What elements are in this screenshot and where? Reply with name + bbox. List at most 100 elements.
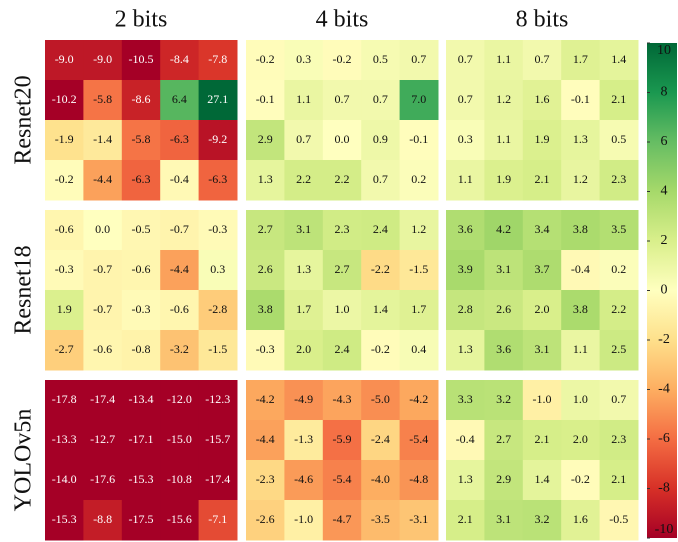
cell-label: 0.2 xyxy=(611,262,626,276)
heatmap-cell xyxy=(561,80,601,121)
cell-label: 1.6 xyxy=(573,512,588,526)
cell-label: -4.8 xyxy=(409,472,428,486)
cell-label: -7.1 xyxy=(208,512,227,526)
cell-label: -8.8 xyxy=(93,512,112,526)
heatmap-cell xyxy=(522,160,562,201)
cell-label: 1.3 xyxy=(296,262,311,276)
heatmap-cell xyxy=(399,210,439,251)
heatmap-cell xyxy=(484,330,524,371)
heatmap-cell xyxy=(599,40,639,81)
cell-label: 2.6 xyxy=(258,262,273,276)
heatmap-cell xyxy=(599,210,639,251)
heatmap-cell xyxy=(45,290,84,331)
heatmap-cell xyxy=(599,380,639,421)
heatmap-cell xyxy=(121,250,161,291)
cell-label: -17.1 xyxy=(129,432,154,446)
cell-label: -2.7 xyxy=(55,342,74,356)
heatmap-cell xyxy=(522,120,562,161)
heatmap-cell xyxy=(561,330,601,371)
cell-label: -1.3 xyxy=(294,432,313,446)
cell-label: 2.7 xyxy=(258,222,273,236)
cell-label: -15.0 xyxy=(167,432,192,446)
heatmap-cell xyxy=(484,460,524,501)
heatmap-cell xyxy=(399,120,439,161)
cell-label: -4.9 xyxy=(294,392,313,406)
heatmap-cell xyxy=(399,160,439,201)
heatmap-cell xyxy=(484,380,524,421)
heatmap-cell xyxy=(83,290,123,331)
cell-label: -6.3 xyxy=(132,172,151,186)
heatmap-cell xyxy=(446,380,485,421)
heatmap-cell xyxy=(522,80,562,121)
heatmap-cell xyxy=(522,290,562,331)
cell-label: -4.0 xyxy=(371,472,390,486)
heatmap-cell xyxy=(599,290,639,331)
heatmap-cell xyxy=(361,380,401,421)
heatmap-cell xyxy=(83,210,123,251)
cell-label: -1.5 xyxy=(409,262,428,276)
cell-label: -12.3 xyxy=(205,392,230,406)
cell-label: 3.1 xyxy=(296,222,311,236)
cell-label: 1.1 xyxy=(496,52,511,66)
cell-label: -17.5 xyxy=(129,512,154,526)
heatmap-cell xyxy=(198,120,238,161)
cell-label: 2.4 xyxy=(335,342,350,356)
cell-label: 2.3 xyxy=(335,222,350,236)
heatmap-cell xyxy=(284,380,324,421)
cell-label: -1.5 xyxy=(208,342,227,356)
cell-label: -0.3 xyxy=(256,342,275,356)
heatmap-cell xyxy=(446,500,485,541)
cell-label: -4.4 xyxy=(170,262,189,276)
cell-label: 0.7 xyxy=(535,52,550,66)
cell-label: -9.2 xyxy=(208,132,227,146)
cell-label: -0.1 xyxy=(571,92,590,106)
heatmap-cell xyxy=(446,120,485,161)
heatmap-cell xyxy=(83,420,123,461)
cell-label: -0.3 xyxy=(55,262,74,276)
cell-label: 2.2 xyxy=(296,172,311,186)
heatmap-cell xyxy=(561,40,601,81)
cell-label: -0.7 xyxy=(93,302,112,316)
cell-label: 3.3 xyxy=(458,392,473,406)
cell-label: 0.3 xyxy=(458,132,473,146)
cell-label: 3.1 xyxy=(496,512,511,526)
cell-label: 27.1 xyxy=(207,92,228,106)
heatmap-cell xyxy=(446,40,485,81)
cell-label: 1.7 xyxy=(411,302,426,316)
cell-label: 0.0 xyxy=(95,222,110,236)
cell-label: 2.0 xyxy=(296,342,311,356)
heatmap-cell xyxy=(198,80,238,121)
heatmap-cell xyxy=(83,330,123,371)
cell-label: 1.4 xyxy=(611,52,626,66)
cell-label: 0.3 xyxy=(210,262,225,276)
heatmap-cell xyxy=(160,500,200,541)
heatmap-cell xyxy=(198,380,238,421)
heatmap-cell xyxy=(361,500,401,541)
cell-label: 1.4 xyxy=(373,302,388,316)
heatmap-cell xyxy=(160,160,200,201)
cell-label: 2.0 xyxy=(535,302,550,316)
heatmap-cell xyxy=(121,290,161,331)
heatmap-cell xyxy=(246,160,285,201)
cell-label: 1.0 xyxy=(573,392,588,406)
cell-label: 1.4 xyxy=(535,472,550,486)
cell-label: 2.1 xyxy=(458,512,473,526)
heatmap-cell xyxy=(522,500,562,541)
cell-label: 1.3 xyxy=(458,472,473,486)
heatmap-cell xyxy=(599,250,639,291)
cell-label: 1.6 xyxy=(535,92,550,106)
cell-label: -5.9 xyxy=(333,432,352,446)
heatmap-cell xyxy=(121,330,161,371)
cell-label: 1.3 xyxy=(458,342,473,356)
heatmap-cell xyxy=(484,420,524,461)
row-title: Resnet18 xyxy=(11,245,37,334)
heatmap-cell xyxy=(522,420,562,461)
heatmap-cell xyxy=(599,80,639,121)
column-title: 4 bits xyxy=(316,7,369,33)
cell-label: 1.2 xyxy=(573,172,588,186)
heatmap-cell xyxy=(484,250,524,291)
heatmap-cell xyxy=(561,460,601,501)
heatmap-cell xyxy=(322,380,362,421)
heatmap-cell xyxy=(284,500,324,541)
